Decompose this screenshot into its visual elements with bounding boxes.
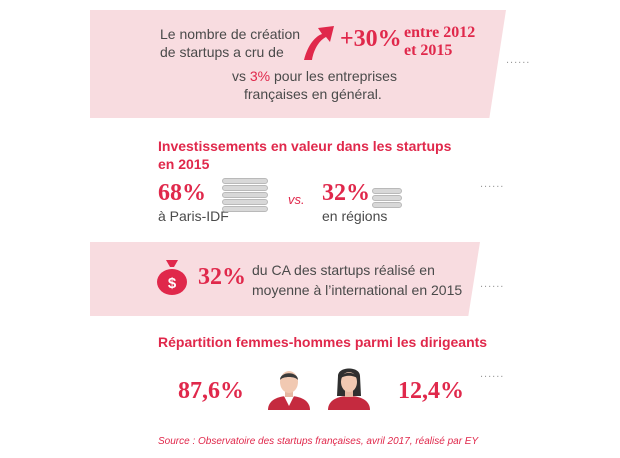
- investments-title-line1: Investissements en valeur dans les start…: [158, 138, 452, 154]
- money-bag-icon: $: [157, 260, 187, 295]
- source-note: Source : Observatoire des startups franç…: [158, 436, 479, 447]
- growth-compare-prefix: vs: [232, 68, 250, 84]
- investments-paris-value: 68%: [158, 180, 206, 206]
- gender-dots: ......: [480, 368, 505, 380]
- arrow-up-icon: [304, 26, 334, 60]
- growth-compare-line1: vs 3% pour les entreprises: [232, 68, 397, 84]
- growth-compare-line2: françaises en général.: [244, 86, 382, 102]
- growth-band: [90, 10, 506, 118]
- gender-women-value: 12,4%: [398, 378, 464, 404]
- investments-paris-label: à Paris-IDF: [158, 208, 229, 224]
- growth-text-line1: Le nombre de création: [160, 26, 301, 42]
- man-avatar-icon: [268, 371, 310, 410]
- international-text-line1: du CA des startups réalisé en: [252, 262, 435, 278]
- gender-men-value: 87,6%: [178, 378, 244, 404]
- investments-dots: ......: [480, 178, 505, 190]
- growth-value: +30%: [340, 26, 402, 52]
- growth-compare-value: 3%: [249, 68, 271, 84]
- growth-period-line1: entre 2012: [404, 24, 476, 41]
- international-text-line2: moyenne à l’international en 2015: [252, 282, 463, 298]
- growth-text-line2: de startups a cru de: [160, 44, 284, 60]
- coin-stack-small-icon: [372, 188, 402, 208]
- international-dots: ......: [480, 278, 505, 290]
- international-value: 32%: [198, 264, 246, 290]
- svg-text:$: $: [168, 275, 177, 292]
- investments-title-line2: en 2015: [158, 156, 210, 172]
- coin-stack-icon: [222, 178, 268, 212]
- growth-compare-suffix: pour les entreprises: [270, 68, 397, 84]
- international-band: [90, 242, 480, 316]
- investments-regions-label: en régions: [322, 208, 388, 224]
- woman-avatar-icon: [328, 368, 370, 410]
- growth-period-line2: et 2015: [404, 42, 453, 59]
- investments-regions-value: 32%: [322, 180, 370, 206]
- gender-title: Répartition femmes-hommes parmi les diri…: [158, 334, 488, 350]
- growth-dots: ......: [506, 54, 531, 66]
- investments-vs: vs.: [288, 192, 305, 207]
